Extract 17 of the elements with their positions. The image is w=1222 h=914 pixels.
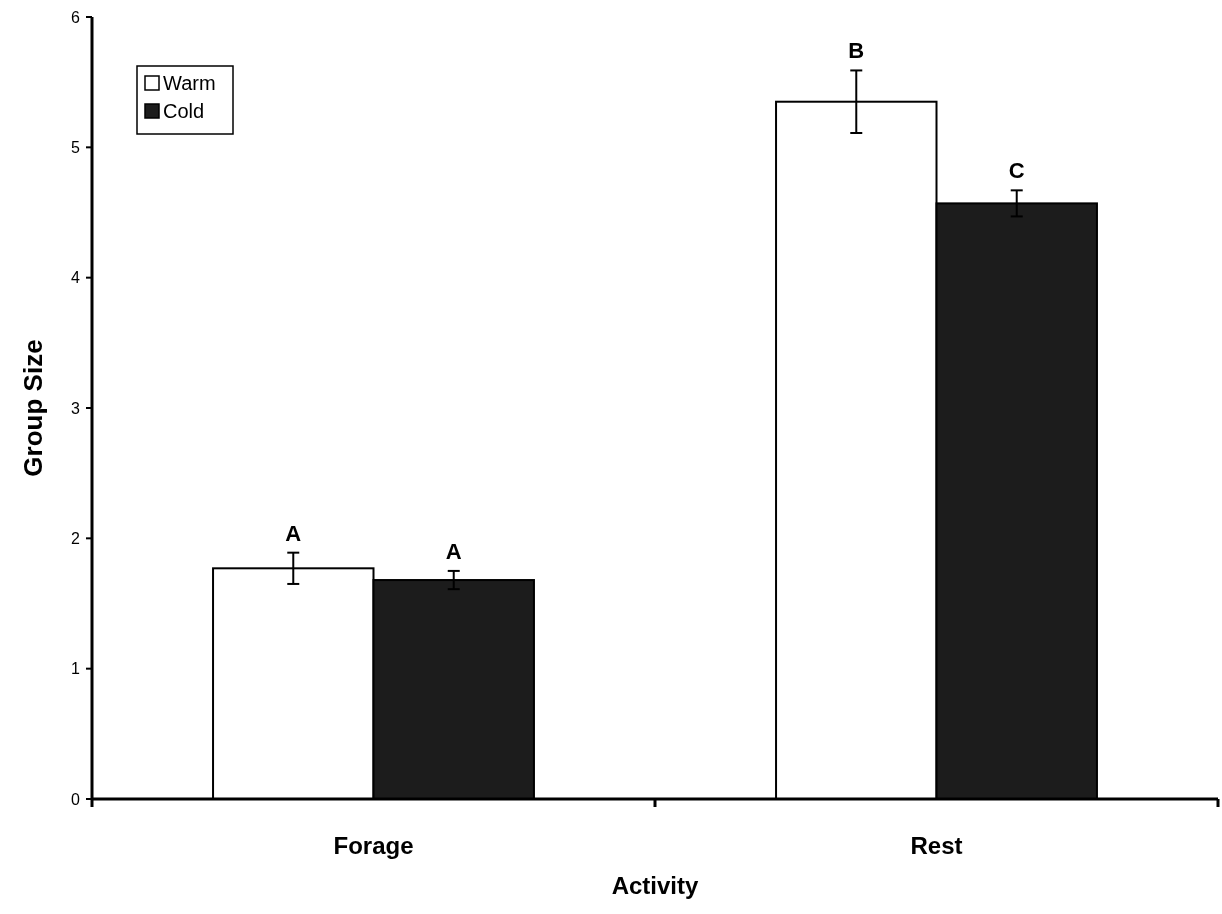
x-axis-title: Activity [611,872,699,899]
legend-label: Warm [163,72,216,94]
y-tick-label: 1 [71,660,81,678]
data-label: B [848,38,865,64]
data-label: A [445,538,462,564]
x-tick-label: Forage [333,832,414,859]
data-label: C [1008,158,1025,184]
y-tick-label: 6 [71,8,81,26]
y-tick-label: 2 [71,529,81,547]
x-tick-label: Rest [910,832,963,859]
y-axis-title: Group Size [18,339,48,477]
y-tick-label: 5 [71,138,81,156]
data-label: A [285,520,302,546]
legend-label: Cold [163,100,205,122]
y-tick-label: 4 [71,269,81,287]
y-tick-label: 0 [71,790,81,808]
y-tick-label: 3 [71,399,81,417]
